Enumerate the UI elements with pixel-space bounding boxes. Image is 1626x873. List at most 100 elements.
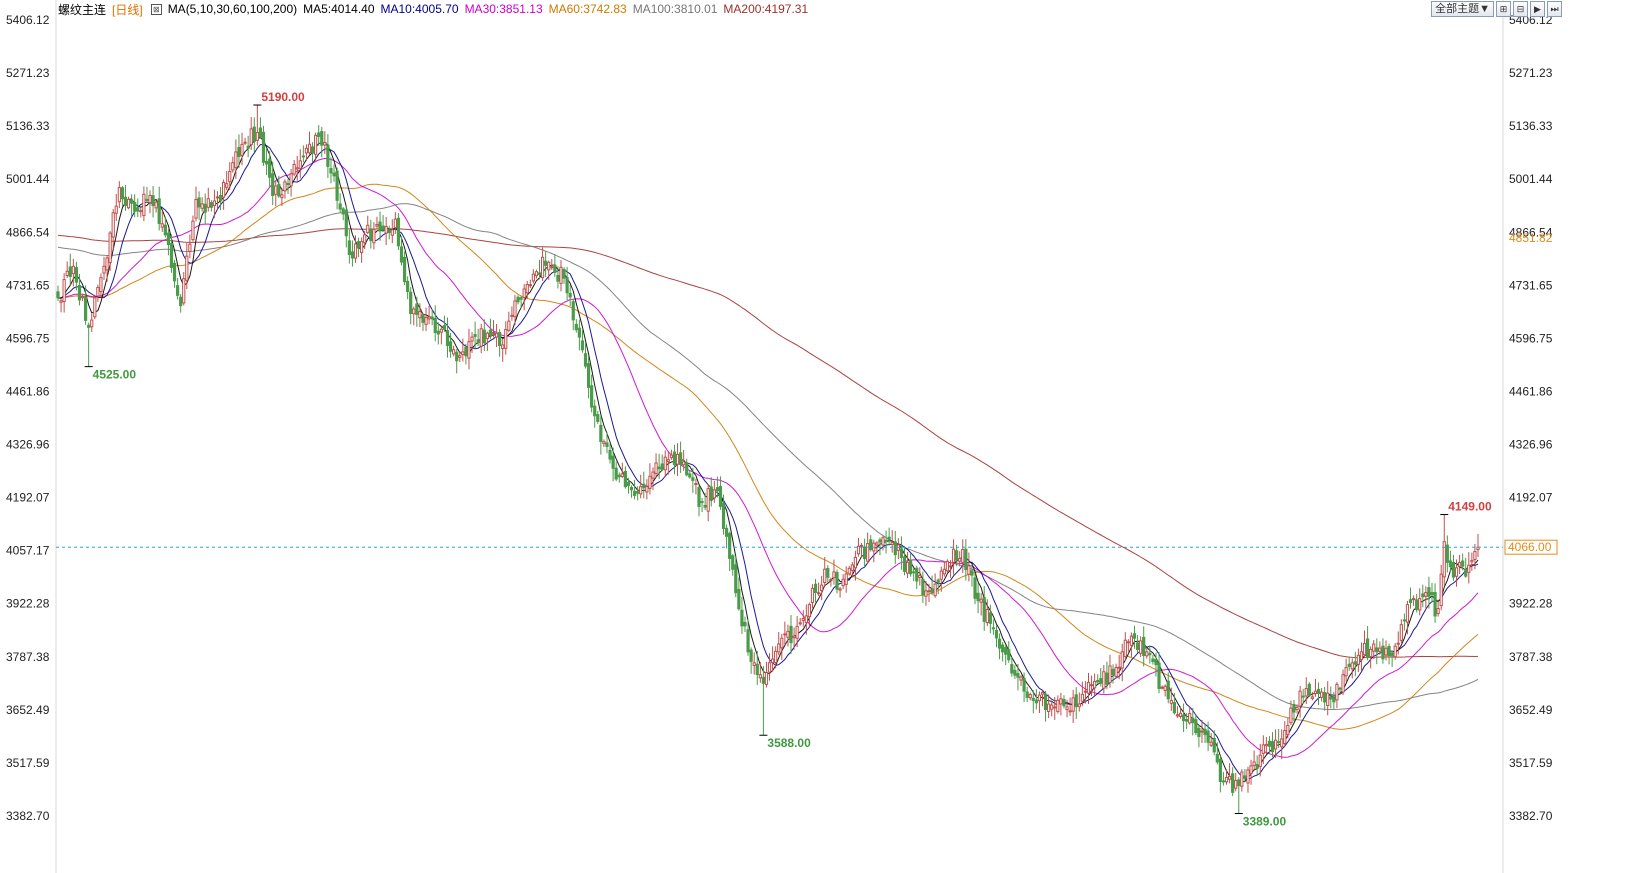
- y-tick-left-13: 3652.49: [6, 703, 50, 717]
- candle-body: [350, 251, 355, 259]
- candle-body: [878, 539, 882, 543]
- candle-body: [145, 198, 149, 201]
- candle-body: [1071, 697, 1075, 712]
- candle-body: [1142, 636, 1146, 657]
- candle-body: [608, 449, 612, 460]
- candle-body: [1289, 707, 1293, 724]
- theme-select-button[interactable]: 全部主题▼: [1431, 1, 1494, 17]
- candle-body: [1065, 706, 1069, 711]
- candle-body: [341, 208, 345, 215]
- candle-body: [737, 588, 741, 610]
- candle-body: [218, 194, 223, 202]
- candle-body: [593, 405, 597, 417]
- candle-body: [706, 488, 710, 512]
- chart-toolbar: 全部主题▼ ⊞ ⊟ ▶ ⏭: [1431, 1, 1562, 17]
- y-tick-left-7: 4461.86: [6, 384, 50, 398]
- candle-body: [933, 583, 937, 597]
- candle-body: [912, 571, 916, 574]
- candle-body: [1028, 694, 1032, 699]
- candle-body: [540, 256, 545, 279]
- candle-body: [1454, 567, 1459, 577]
- scroll-right-icon[interactable]: ▶: [1530, 1, 1545, 17]
- candle-body: [657, 466, 661, 470]
- candle-body: [393, 218, 397, 229]
- candle-body: [491, 331, 496, 334]
- candle-body: [780, 637, 784, 649]
- candle-body: [1105, 672, 1109, 685]
- candle-body: [728, 532, 732, 559]
- candle-body: [71, 265, 75, 275]
- y-tick-left-14: 3517.59: [6, 756, 50, 770]
- candle-body: [406, 280, 410, 292]
- candle-body: [513, 300, 517, 318]
- instrument-name: 螺纹主连: [58, 2, 107, 17]
- candle-body: [835, 572, 839, 590]
- candle-body: [59, 300, 63, 303]
- candle-body: [160, 223, 164, 228]
- candle-body: [890, 541, 894, 545]
- candle-body: [651, 471, 655, 479]
- candle-body: [1209, 741, 1213, 746]
- candle-body: [83, 296, 88, 321]
- candle-body: [991, 627, 996, 630]
- candle-body: [464, 346, 468, 357]
- candle-body: [770, 658, 775, 663]
- candle-body: [225, 183, 229, 188]
- y-tick-left-11: 3922.28: [6, 597, 50, 611]
- candle-body: [1175, 714, 1180, 717]
- candle-body: [264, 160, 269, 165]
- ma-params: MA(5,10,30,60,100,200): [167, 2, 298, 16]
- candle-body: [473, 334, 477, 337]
- y-tick-left-3: 5001.44: [6, 172, 50, 186]
- candle-body: [1160, 686, 1164, 689]
- candle-body: [436, 330, 440, 335]
- candle-body: [387, 229, 391, 233]
- candle-body: [856, 545, 861, 555]
- candle-body: [1163, 685, 1167, 691]
- candle-body: [1246, 769, 1250, 784]
- candle-body: [795, 625, 799, 639]
- period-label[interactable]: [日线]: [112, 2, 143, 17]
- candle-body: [826, 568, 830, 578]
- ma-line-ma5: [57, 137, 1479, 784]
- candle-body: [1375, 647, 1379, 653]
- candle-body: [1298, 690, 1302, 707]
- zoom-in-icon[interactable]: ⊞: [1496, 1, 1511, 17]
- candle-body: [1093, 680, 1097, 689]
- candle-body: [1194, 719, 1198, 734]
- ma-settings-icon[interactable]: ⊠: [150, 3, 162, 15]
- candle-body: [1059, 698, 1063, 705]
- candle-body: [829, 579, 833, 582]
- candle-body: [1329, 696, 1333, 700]
- candle-body: [994, 629, 999, 639]
- candle-body: [237, 146, 241, 157]
- chart-header: 螺纹主连 [日线] ⊠ MA(5,10,30,60,100,200) MA5:4…: [58, 0, 814, 18]
- candle-body: [743, 621, 747, 627]
- candle-body: [458, 355, 462, 358]
- scroll-end-icon[interactable]: ⏭: [1547, 1, 1562, 17]
- candle-body: [1249, 765, 1253, 774]
- candle-body: [1062, 699, 1066, 707]
- candle-body: [691, 477, 695, 481]
- candle-body: [988, 612, 992, 624]
- candle-body: [961, 549, 965, 563]
- candle-body: [807, 604, 812, 618]
- candle-body: [639, 486, 643, 495]
- candle-body: [375, 224, 379, 227]
- candle-body: [930, 588, 934, 594]
- candle-body: [246, 145, 250, 149]
- candle-body: [688, 473, 692, 478]
- y-tick-left-2: 5136.33: [6, 119, 50, 133]
- candle-body: [1099, 678, 1103, 684]
- candle-body: [1178, 712, 1183, 717]
- candle-body: [675, 453, 680, 465]
- candle-body: [206, 198, 210, 208]
- candle-body: [838, 588, 842, 591]
- candle-body: [715, 487, 719, 492]
- zoom-out-icon[interactable]: ⊟: [1513, 1, 1528, 17]
- candle-body: [1200, 730, 1204, 733]
- candle-body: [507, 320, 511, 331]
- candle-body: [982, 596, 986, 622]
- annotation-label-1: 4525.00: [93, 368, 137, 382]
